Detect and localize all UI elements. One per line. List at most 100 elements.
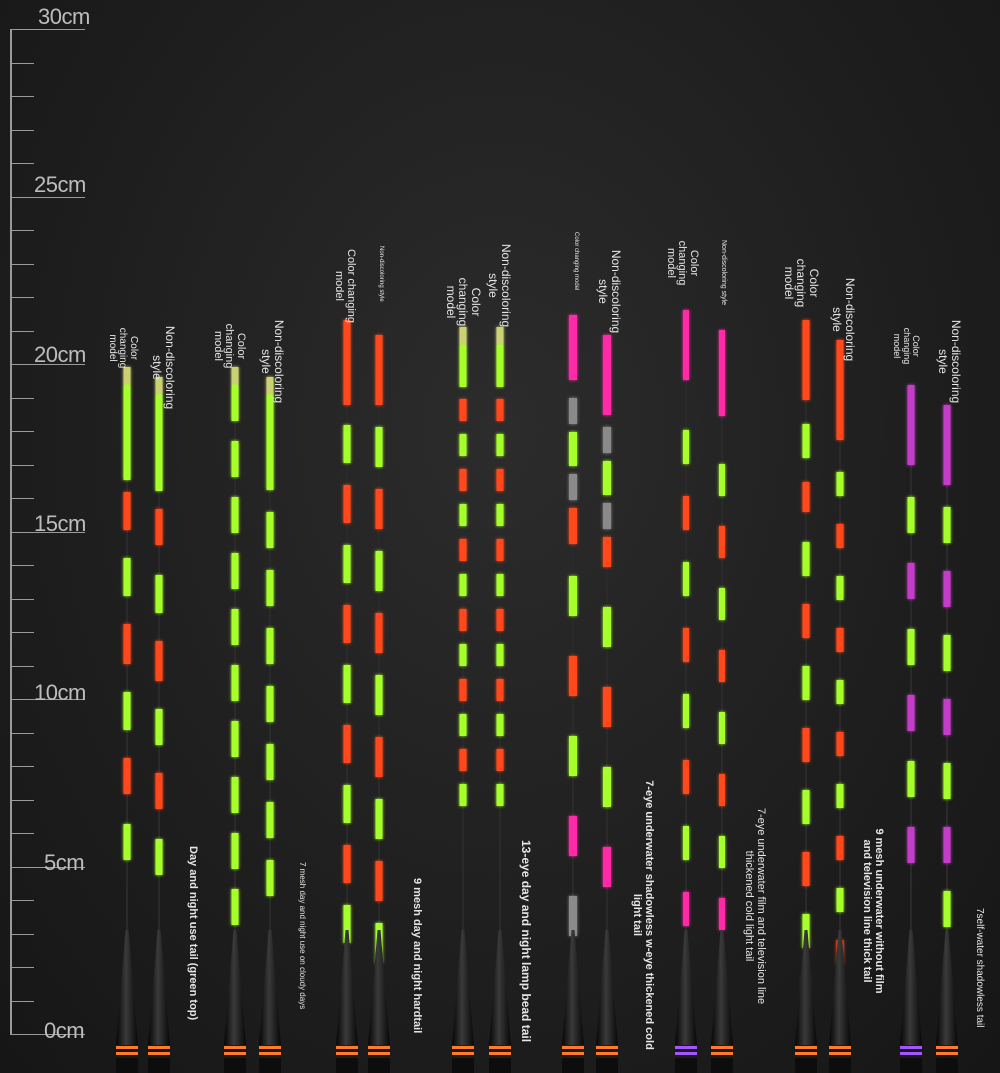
float-segment — [683, 562, 689, 596]
float-segment — [375, 799, 383, 839]
float-segment — [719, 836, 725, 868]
label-non-discoloring-g2: Non-discoloring style — [259, 319, 286, 404]
ruler-minor-tick — [10, 565, 34, 566]
float-segment — [907, 497, 915, 533]
caption-group-5: 7-eye underwater shadowless w-eye thicke… — [631, 780, 655, 1050]
label-color-changing-model-g8: Color changing model — [892, 327, 921, 365]
float-segment — [836, 888, 844, 912]
ruler-label-15cm: 15cm — [34, 511, 86, 536]
ruler-minor-tick — [10, 1000, 34, 1002]
ruler-minor-tick — [10, 129, 34, 131]
float-segment — [802, 852, 810, 886]
float-segment — [343, 665, 351, 703]
float-base — [489, 1058, 511, 1073]
float-base — [336, 1058, 358, 1073]
caption-group-6: 7-eye underwater film and television lin… — [743, 807, 767, 1005]
ruler-label-20cm: 20cm — [34, 342, 86, 367]
float-segment — [459, 539, 467, 561]
float-ring — [259, 1052, 281, 1055]
float-ring — [368, 1052, 390, 1055]
float-ring — [116, 1046, 138, 1049]
label-color-changing-model-g4: Color changing model — [443, 277, 483, 327]
float-ring — [596, 1052, 618, 1055]
label-color-changing-model-g2: Color changing model — [211, 323, 247, 369]
float-segment — [496, 504, 504, 526]
ruler-major-tick — [10, 531, 85, 533]
label-non-discoloring-g5: Non-discoloring style — [596, 249, 623, 334]
float-segment — [343, 545, 351, 583]
float-segment — [266, 860, 274, 896]
float-segment — [719, 526, 725, 558]
float-tip — [231, 367, 239, 385]
float-segment — [719, 330, 725, 416]
float-segment — [569, 432, 577, 466]
float-segment — [603, 607, 611, 647]
float-segment — [343, 725, 351, 763]
float-segment — [123, 558, 131, 596]
float-body — [936, 930, 958, 1045]
ruler-minor-tick — [10, 330, 34, 332]
float-segment — [603, 537, 611, 567]
float-segment — [266, 802, 274, 838]
ruler-label-10cm: 10cm — [34, 680, 86, 705]
float-ring — [596, 1046, 618, 1049]
float-tip — [266, 377, 274, 395]
label-non-discoloring-g7: Non-discoloring style — [830, 277, 857, 362]
float-segment — [603, 335, 611, 415]
float-base — [452, 1058, 474, 1073]
ruler-label-25cm: 25cm — [34, 172, 86, 197]
caption-group-3: 9 mesh day and night hardtail — [411, 878, 423, 1034]
float-segment — [802, 728, 810, 762]
float-segment — [123, 624, 131, 664]
float-segment — [719, 650, 725, 682]
float-segment — [569, 736, 577, 776]
float-segment — [802, 790, 810, 824]
float-ring — [829, 1046, 851, 1049]
float-ring — [489, 1052, 511, 1055]
float-segment — [343, 905, 351, 943]
float-segment — [496, 539, 504, 561]
ruler-minor-tick — [10, 766, 34, 767]
float-ring — [489, 1046, 511, 1049]
caption-group-8: 7self-water shadowless tail — [974, 908, 985, 1028]
float-ring — [562, 1046, 584, 1049]
ruler-label-30cm: 30cm — [38, 4, 90, 29]
label-non-discoloring-g8: Non-discoloring style — [936, 319, 963, 404]
float-ring — [116, 1052, 138, 1055]
float-base — [368, 1058, 390, 1073]
label-non-discoloring-g3: Non-discoloring style — [378, 246, 384, 302]
float-ring — [148, 1052, 170, 1055]
float-segment — [496, 574, 504, 596]
float-segment — [155, 839, 163, 875]
float-body — [711, 930, 733, 1045]
float-segment — [683, 892, 689, 926]
float-segment — [943, 763, 951, 799]
float-tip — [459, 327, 467, 345]
float-segment — [836, 732, 844, 756]
float-segment — [459, 784, 467, 806]
float-ring — [224, 1052, 246, 1055]
float-segment — [155, 575, 163, 613]
float-segment — [836, 472, 844, 496]
label-non-discoloring-g4: Non-discoloring style — [486, 243, 513, 328]
ruler-baseline — [10, 30, 12, 1035]
float-base — [116, 1058, 138, 1073]
float-segment — [569, 656, 577, 696]
float-segment — [683, 760, 689, 794]
ruler-major-tick — [10, 699, 85, 700]
float-segment — [123, 385, 131, 480]
float-ring — [148, 1046, 170, 1049]
float-segment — [569, 896, 577, 936]
float-segment — [496, 644, 504, 666]
float-segment — [375, 861, 383, 901]
float-segment — [496, 749, 504, 771]
float-base — [224, 1058, 246, 1073]
float-body — [368, 930, 390, 1045]
float-segment — [343, 785, 351, 823]
label-color-changing-model-g5: Color changing model — [573, 232, 579, 291]
ruler-major-tick — [10, 1034, 85, 1035]
float-base — [711, 1058, 733, 1073]
float-segment — [907, 761, 915, 797]
float-segment — [375, 675, 383, 715]
